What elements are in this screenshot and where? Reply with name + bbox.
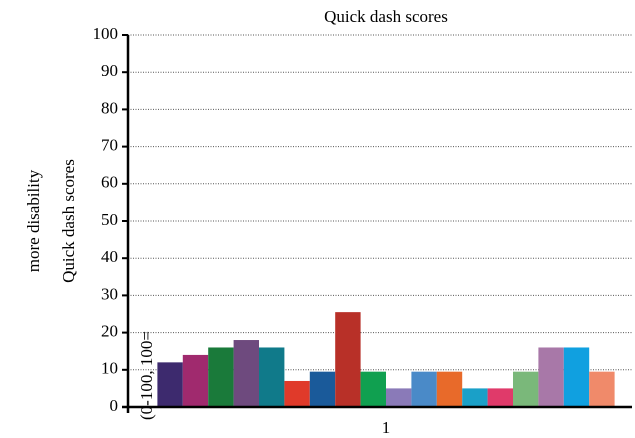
bar [360,371,386,407]
bar [259,347,285,407]
y-tick-label: 40 [101,247,118,266]
y-axis-label: Quick dash scores [59,159,78,283]
y-tick-label: 0 [110,396,119,415]
chart-title: Quick dash scores [324,7,448,26]
x-tick-label: 1 [382,418,391,437]
bar [462,388,488,407]
bar [335,312,361,407]
bar [487,388,513,407]
y-tick-label: 90 [101,61,118,80]
y-tick-label: 60 [101,173,118,192]
y-tick-label: 70 [101,136,118,155]
y-tick-label: 20 [101,322,118,341]
bar [538,347,564,407]
y-axis-label: more disability [24,169,43,272]
bar [563,347,590,407]
bar [411,371,437,407]
bar [513,371,539,407]
bar [157,362,183,407]
bar [208,347,234,407]
y-tick-label: 100 [93,24,119,43]
bar [233,340,259,407]
y-tick-label: 10 [101,359,118,378]
y-tick-label: 80 [101,98,118,117]
annotation: (0-100, 100= [137,331,156,420]
y-tick-label: 50 [101,210,118,229]
bar [386,388,412,407]
bar [284,380,310,407]
y-tick-label: 30 [101,284,118,303]
bar [589,371,615,407]
bar [436,371,463,407]
bar [309,371,336,407]
bar [182,354,209,407]
